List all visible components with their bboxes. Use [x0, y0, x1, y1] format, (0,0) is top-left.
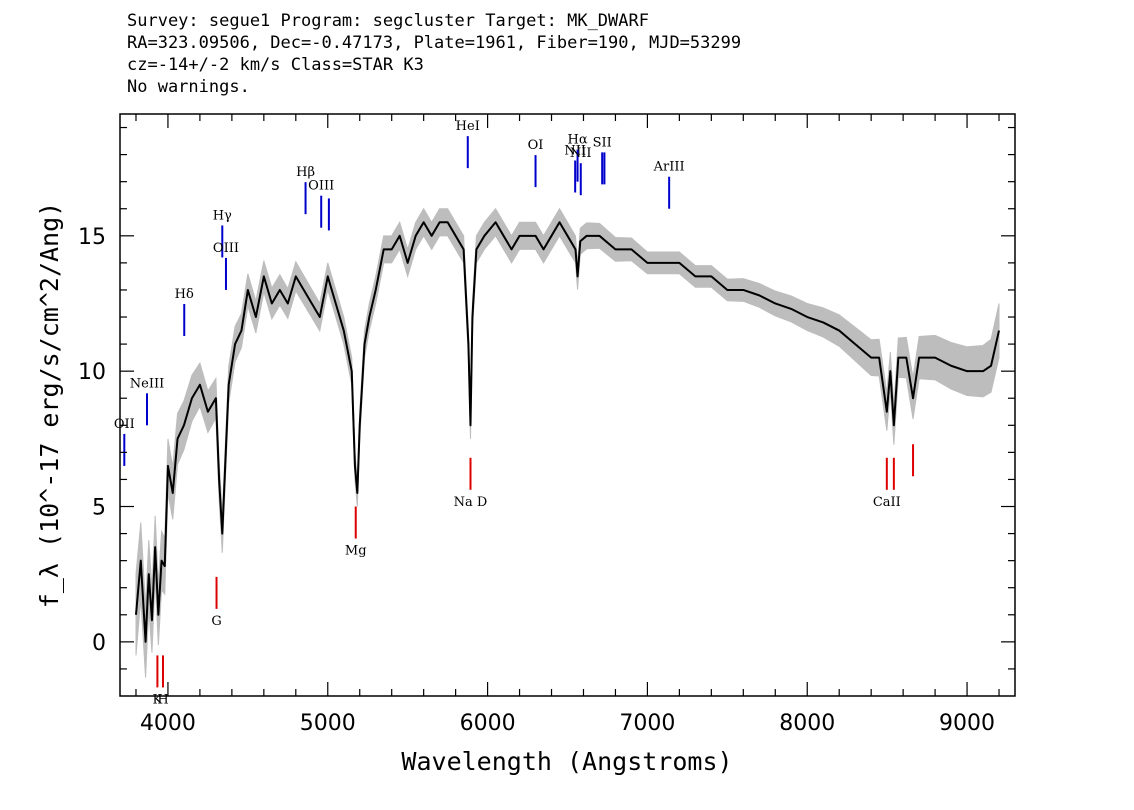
spectral-line-label: NeIII	[130, 376, 164, 391]
spectral-line-label: Hγ	[213, 208, 232, 223]
spectral-line-label: OII	[114, 417, 135, 432]
flux-layer	[134, 221, 1000, 643]
spectral-line-label: CaII	[873, 495, 901, 510]
spectral-line-label: Mg	[345, 544, 367, 559]
spectral-line-label: SII	[593, 135, 612, 150]
header-coordinates-line: RA=323.09506, Dec=-0.47173, Plate=1961, …	[127, 33, 742, 53]
header-warnings-line: No warnings.	[127, 77, 250, 97]
spectral-line-label: Hα	[568, 133, 588, 148]
error-band	[135, 207, 1000, 678]
x-tick-label: 8000	[779, 711, 835, 736]
x-tick-label: 5000	[300, 711, 356, 736]
spectral-line-label: OI	[528, 138, 544, 153]
spectral-line-label: Hδ	[175, 287, 194, 302]
spectral-line-label: K	[153, 692, 163, 707]
y-tick-label: 0	[92, 631, 106, 656]
spectral-line-label: Na D	[454, 495, 488, 510]
spectral-line-label: G	[211, 614, 221, 629]
spectral-line-label: H	[157, 692, 168, 707]
header-redshift-line: cz=-14+/-2 km/s Class=STAR K3	[127, 55, 424, 75]
plot-frame	[119, 113, 1016, 697]
x-tick-label: 9000	[939, 711, 995, 736]
spectral-line-label: Hβ	[296, 165, 315, 180]
y-axis-title: f_λ (10^-17 erg/s/cm^2/Ang)	[35, 202, 64, 608]
spectrum-header: Survey: segue1 Program: segcluster Targe…	[127, 10, 741, 98]
x-axis-title: Wavelength (Angstroms)	[401, 747, 732, 776]
header-survey-line: Survey: segue1 Program: segcluster Targe…	[127, 11, 649, 31]
spectral-line-label: NII	[570, 146, 592, 161]
spectral-line-label: OIII	[213, 241, 239, 256]
spectral-line-label: OIII	[308, 179, 334, 194]
y-tick-label: 5	[92, 496, 106, 521]
flux-line	[134, 221, 1000, 643]
axis-ticks-layer: 4000 5000 6000 7000 8000 9000 0 5 10 15	[78, 114, 1015, 736]
x-tick-label: 6000	[460, 711, 516, 736]
spectral-line-label: HeI	[456, 119, 480, 134]
y-tick-label: 10	[78, 360, 106, 385]
x-tick-label: 7000	[619, 711, 675, 736]
spectral-line-label: ArIII	[653, 160, 685, 175]
spectral-line-label: NII	[564, 144, 586, 159]
x-tick-label: 4000	[140, 711, 196, 736]
error-band-layer	[135, 207, 1000, 678]
y-tick-label: 15	[78, 225, 106, 250]
